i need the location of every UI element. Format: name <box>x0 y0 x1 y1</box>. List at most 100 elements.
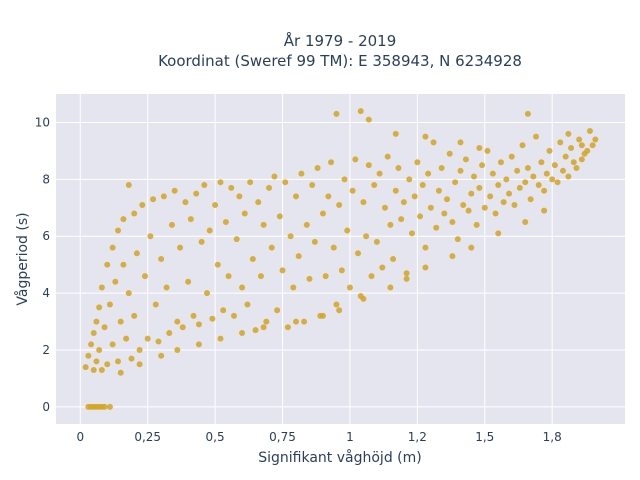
data-point <box>120 261 127 268</box>
data-point <box>559 167 566 174</box>
x-tick-label: 1,5 <box>475 430 494 444</box>
data-point <box>98 366 105 373</box>
data-point <box>363 233 370 240</box>
x-tick-label: 1,2 <box>408 430 427 444</box>
data-point <box>400 199 407 206</box>
data-point <box>522 179 529 186</box>
data-point <box>314 164 321 171</box>
data-point <box>465 207 472 214</box>
data-point <box>403 275 410 282</box>
data-point <box>422 244 429 251</box>
data-point <box>104 361 111 368</box>
data-point <box>406 176 413 183</box>
data-point <box>123 335 130 342</box>
data-point <box>101 324 108 331</box>
data-point <box>201 182 208 189</box>
data-point <box>408 230 415 237</box>
data-point <box>185 278 192 285</box>
data-point <box>411 193 418 200</box>
data-point <box>298 170 305 177</box>
data-point <box>82 364 89 371</box>
data-point <box>266 184 273 191</box>
y-tick-label: 6 <box>42 229 50 243</box>
data-point <box>239 329 246 336</box>
data-point <box>228 184 235 191</box>
data-point <box>336 201 343 208</box>
data-point <box>333 301 340 308</box>
data-point <box>514 167 521 174</box>
data-point <box>90 329 97 336</box>
data-point <box>495 230 502 237</box>
data-point <box>96 304 103 311</box>
data-point <box>492 210 499 217</box>
data-point <box>125 290 132 297</box>
data-point <box>592 136 599 143</box>
data-point <box>446 150 453 157</box>
data-point <box>484 147 491 154</box>
data-point <box>430 139 437 146</box>
data-point <box>352 156 359 163</box>
data-point <box>524 110 531 117</box>
data-point <box>506 190 513 197</box>
data-point <box>319 312 326 319</box>
data-point <box>573 164 580 171</box>
data-point <box>535 182 542 189</box>
data-point <box>144 335 151 342</box>
x-tick-label: 0,5 <box>206 430 225 444</box>
data-point <box>503 176 510 183</box>
data-point <box>141 273 148 280</box>
data-point <box>155 338 162 345</box>
data-point <box>522 219 529 226</box>
data-point <box>249 256 256 262</box>
data-point <box>365 162 372 169</box>
data-point <box>209 315 216 322</box>
data-point <box>212 201 219 208</box>
data-point <box>584 147 591 154</box>
data-point <box>171 187 178 194</box>
data-point <box>487 193 494 200</box>
data-point <box>276 213 283 220</box>
data-point <box>217 179 224 186</box>
data-point <box>417 213 424 220</box>
data-point <box>371 182 378 189</box>
data-point <box>328 159 335 166</box>
data-point <box>422 264 429 271</box>
data-point <box>360 295 367 302</box>
data-point <box>274 307 281 314</box>
data-point <box>554 179 561 186</box>
data-point <box>476 145 483 152</box>
data-point <box>519 142 526 149</box>
data-point <box>241 210 248 217</box>
data-point <box>427 204 434 211</box>
data-point <box>98 284 105 291</box>
data-point <box>476 184 483 191</box>
y-tick-label: 2 <box>42 343 50 357</box>
data-point <box>125 182 132 189</box>
x-tick-label: 0 <box>76 430 84 444</box>
data-point <box>344 227 351 234</box>
data-point <box>349 187 356 194</box>
data-point <box>311 238 318 245</box>
data-point <box>198 238 205 245</box>
data-point <box>438 164 445 171</box>
data-point <box>225 273 232 280</box>
data-point <box>109 341 116 348</box>
data-point <box>106 403 113 410</box>
data-point <box>282 179 289 186</box>
data-point <box>387 284 394 291</box>
data-point <box>139 201 146 208</box>
data-point <box>360 199 367 206</box>
data-point <box>452 179 459 186</box>
data-point <box>85 352 92 359</box>
data-point <box>220 307 227 314</box>
data-point <box>414 159 421 166</box>
y-axis-ticks: 0 2 4 6 8 10 <box>35 115 50 413</box>
data-point <box>147 233 154 240</box>
data-point <box>546 147 553 154</box>
data-point <box>214 261 221 268</box>
data-point <box>244 301 251 308</box>
data-point <box>260 324 267 331</box>
data-point <box>533 133 540 140</box>
data-point <box>158 256 165 262</box>
data-point <box>217 335 224 342</box>
